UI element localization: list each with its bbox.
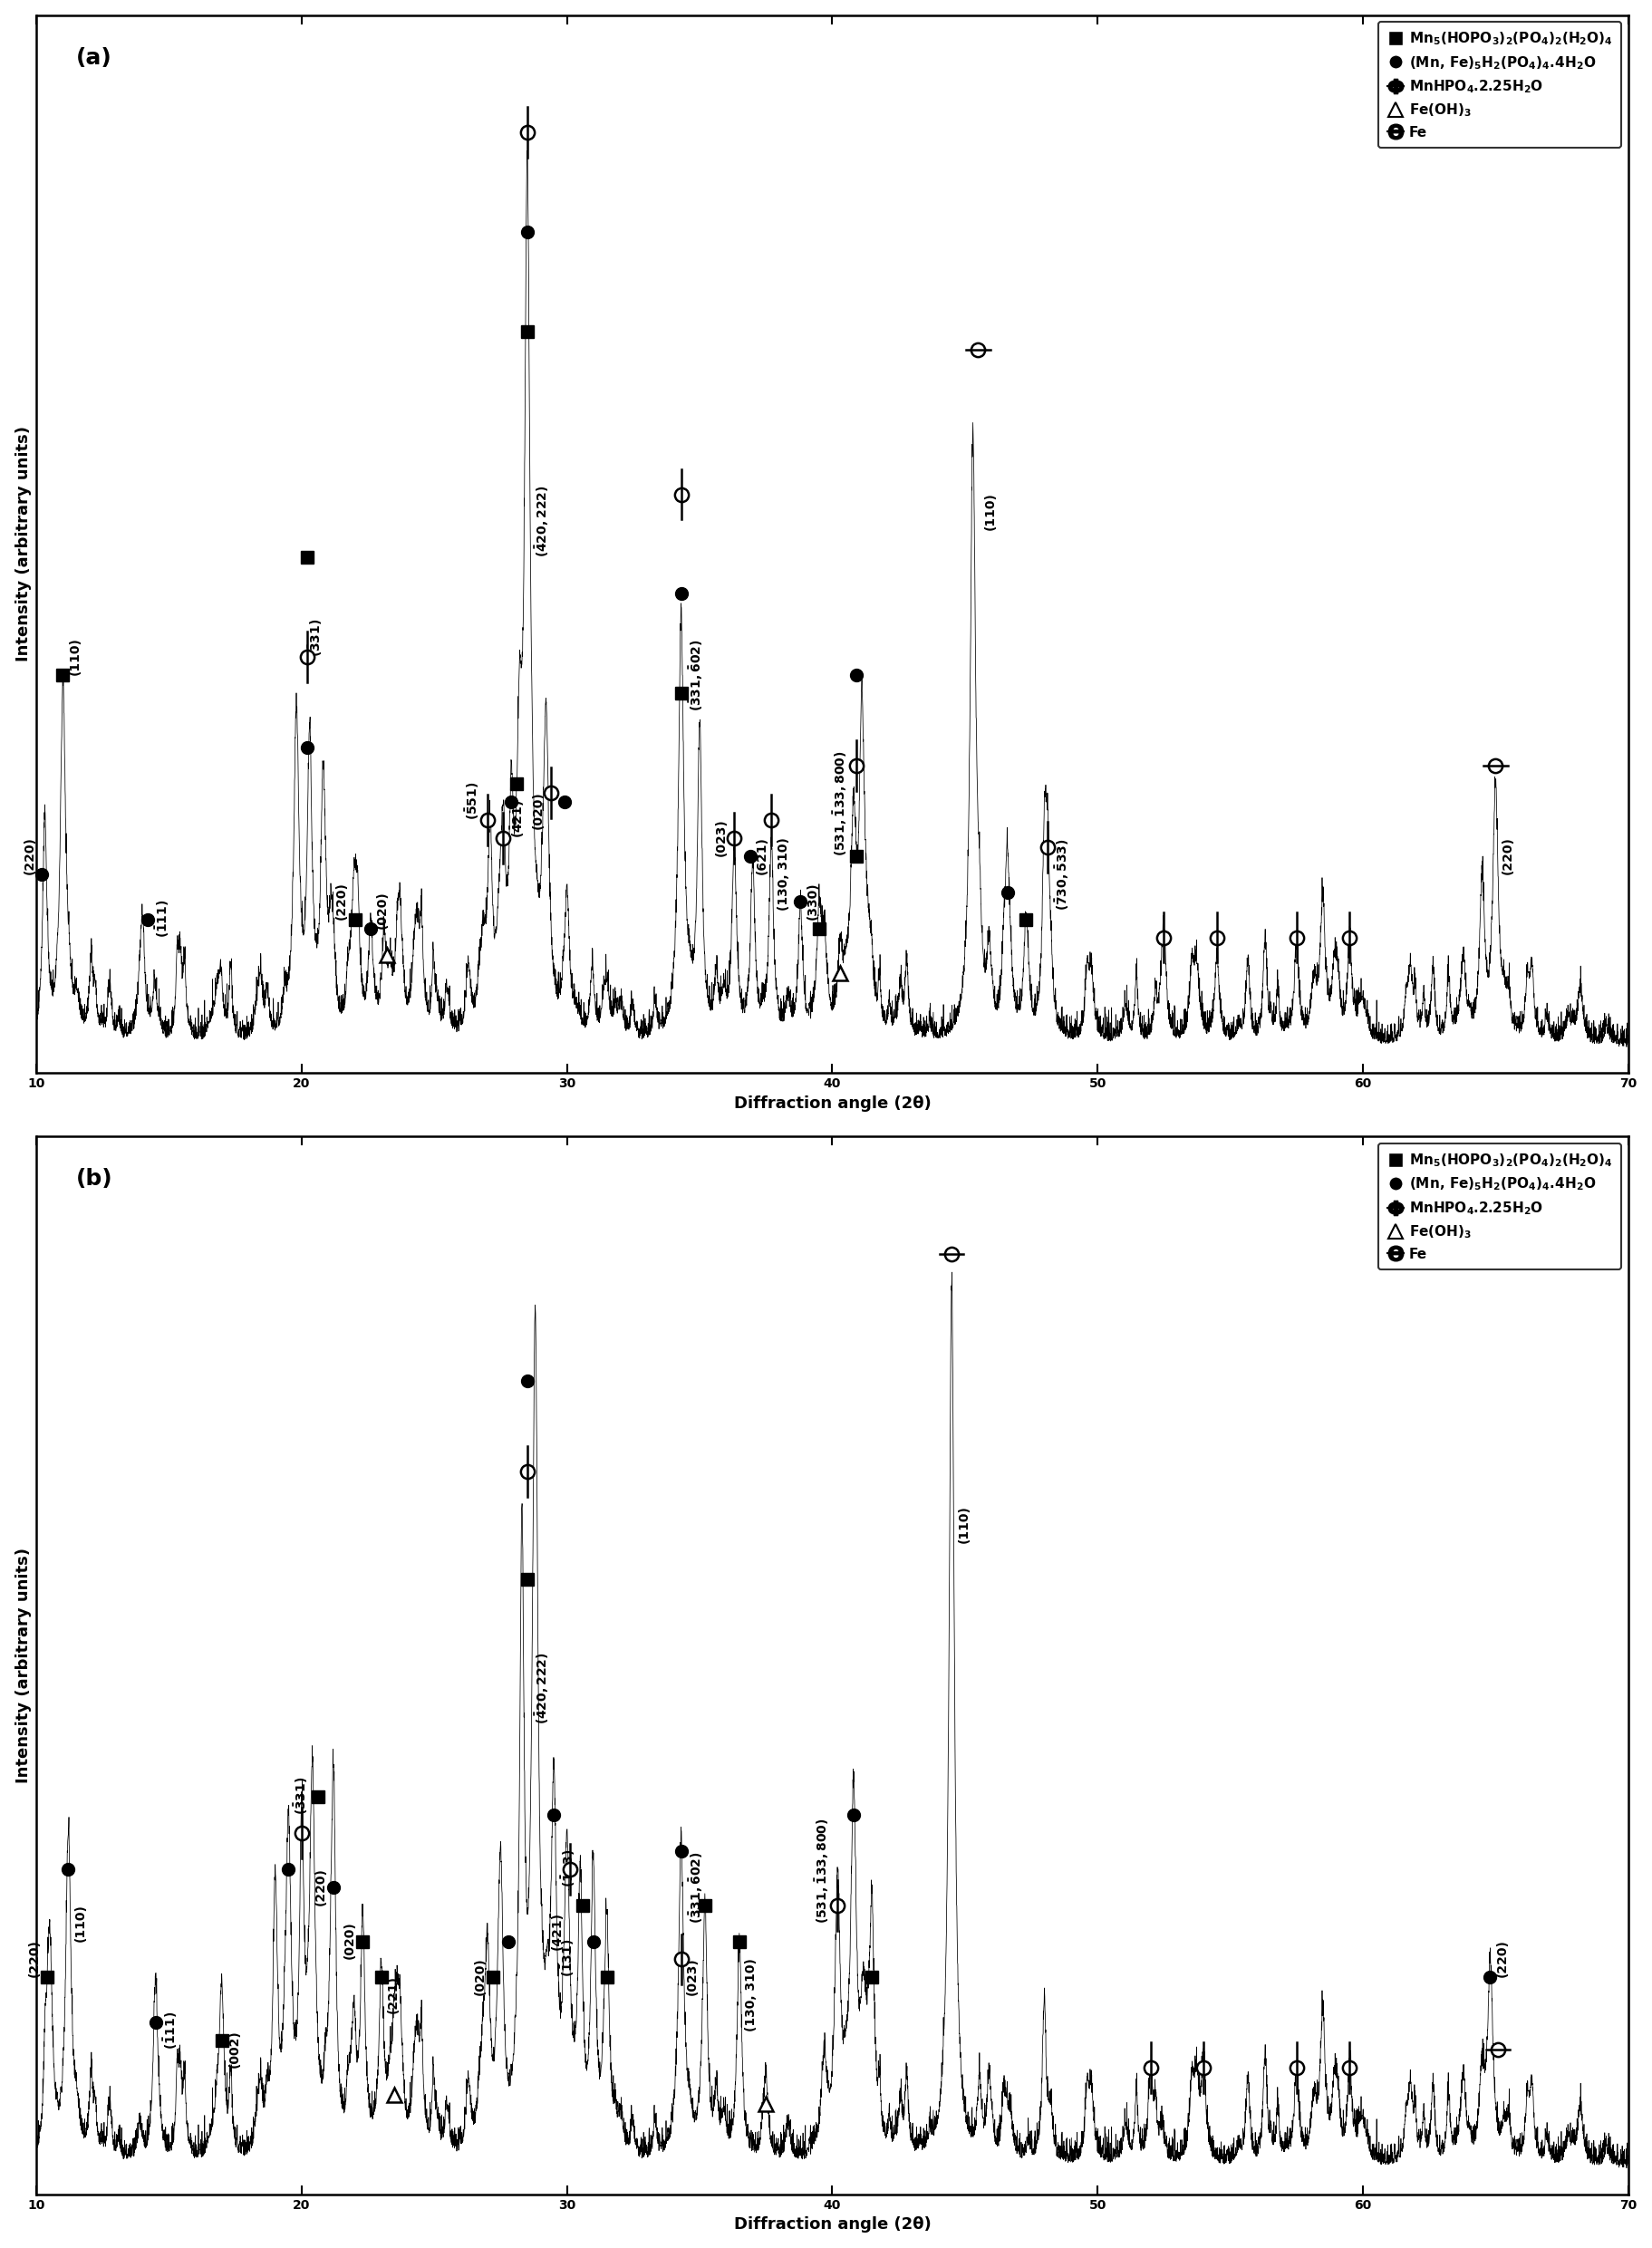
- Text: $(\bar{1}11)$: $(\bar{1}11)$: [154, 899, 172, 937]
- Text: (002): (002): [228, 2030, 241, 2068]
- Text: $(\bar{3}31,\bar{6}02)$: $(\bar{3}31,\bar{6}02)$: [687, 638, 705, 710]
- Text: $(\bar{3}31)$: $(\bar{3}31)$: [292, 1776, 309, 1814]
- Text: (020): (020): [532, 791, 545, 830]
- Text: (621): (621): [757, 836, 768, 874]
- Text: (220): (220): [23, 836, 36, 874]
- Text: (020): (020): [474, 1958, 486, 1996]
- Text: (130, 310): (130, 310): [745, 1958, 758, 2032]
- Text: (020): (020): [344, 1922, 357, 1960]
- Legend: Mn$_5$(HOPO$_3$)$_2$(PO$_4$)$_2$(H$_2$O)$_4$, (Mn, Fe)$_5$H$_2$(PO$_4$)$_4$.4H$_: Mn$_5$(HOPO$_3$)$_2$(PO$_4$)$_2$(H$_2$O)…: [1379, 1144, 1621, 1270]
- Y-axis label: Intensity (arbitrary units): Intensity (arbitrary units): [15, 1547, 31, 1783]
- Text: (b): (b): [76, 1169, 112, 1189]
- Text: (220): (220): [314, 1868, 327, 1904]
- Text: (023): (023): [715, 818, 727, 856]
- X-axis label: Diffraction angle (2θ): Diffraction angle (2θ): [733, 2217, 932, 2232]
- Text: $(\bar{5}51)$: $(\bar{5}51)$: [463, 782, 481, 821]
- Y-axis label: Intensity (arbitrary units): Intensity (arbitrary units): [15, 427, 31, 661]
- Text: (220): (220): [1502, 836, 1513, 874]
- Text: (023): (023): [686, 1958, 699, 1996]
- Text: (221): (221): [387, 1976, 400, 2014]
- Text: (110): (110): [69, 636, 81, 674]
- Legend: Mn$_5$(HOPO$_3$)$_2$(PO$_4$)$_2$(H$_2$O)$_4$, (Mn, Fe)$_5$H$_2$(PO$_4$)$_4$.4H$_: Mn$_5$(HOPO$_3$)$_2$(PO$_4$)$_2$(H$_2$O)…: [1379, 22, 1621, 148]
- Text: (220): (220): [1495, 1940, 1508, 1978]
- Text: (110): (110): [958, 1506, 970, 1544]
- Text: (220): (220): [335, 881, 349, 919]
- Text: $(\bar{4}20,222)$: $(\bar{4}20,222)$: [534, 486, 550, 558]
- Text: (421): (421): [550, 1913, 563, 1951]
- Text: (a): (a): [76, 47, 112, 70]
- Text: $(531,\bar{1}33, 800)$: $(531,\bar{1}33, 800)$: [813, 1816, 831, 1924]
- Text: (220): (220): [28, 1940, 40, 1978]
- Text: $(\bar{4}20,222)$: $(\bar{4}20,222)$: [534, 1652, 550, 1724]
- Text: $(\bar{3}31,\bar{6}02)$: $(\bar{3}31,\bar{6}02)$: [687, 1850, 705, 1924]
- Text: $(\bar{3}31)$: $(\bar{3}31)$: [307, 618, 325, 656]
- Text: (020): (020): [377, 890, 388, 928]
- Text: $(\bar{4}21)$: $(\bar{4}21)$: [509, 800, 527, 839]
- Text: $(\bar{1}33)$: $(\bar{1}33)$: [560, 1848, 577, 1886]
- Text: (130, 310): (130, 310): [776, 836, 790, 910]
- Text: (110): (110): [74, 1904, 88, 1942]
- Text: (330): (330): [806, 881, 819, 919]
- Text: $(531,\bar{1}33, 800)$: $(531,\bar{1}33, 800)$: [833, 751, 849, 856]
- Text: $(\bar{1}11)$: $(\bar{1}11)$: [162, 2012, 180, 2050]
- Text: (110): (110): [985, 492, 996, 531]
- X-axis label: Diffraction angle (2θ): Diffraction angle (2θ): [733, 1095, 932, 1111]
- Text: $(\bar{7}30,\bar{5}33)$: $(\bar{7}30,\bar{5}33)$: [1052, 839, 1070, 910]
- Text: $(\bar{1}31)$: $(\bar{1}31)$: [558, 1940, 577, 1978]
